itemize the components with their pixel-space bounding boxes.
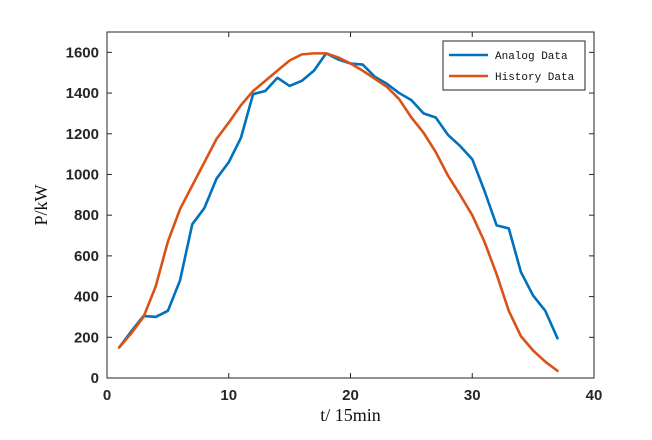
axis-layer (106, 31, 595, 379)
legend-box (442, 40, 586, 91)
x-tick-label-0: 0 (103, 387, 111, 404)
y-tick-label-200: 200 (74, 329, 99, 346)
legend-label-analog-data: Analog Data (495, 51, 568, 63)
x-axis-label: t/ 15min (320, 405, 381, 425)
y-tick-label-1400: 1400 (66, 85, 99, 102)
legend: Analog Data History Data (442, 40, 586, 91)
y-tick-label-1000: 1000 (66, 166, 99, 183)
y-tick-label-1200: 1200 (66, 126, 99, 143)
y-tick-label-0: 0 (91, 370, 99, 387)
legend-label-history-data: History Data (495, 72, 575, 84)
y-axis-label: P/kW (31, 184, 51, 225)
y-tick-label-800: 800 (74, 207, 99, 224)
y-tick-label-1600: 1600 (66, 44, 99, 61)
x-tick-label-40: 40 (586, 387, 603, 404)
x-tick-label-30: 30 (464, 387, 481, 404)
y-tick-label-400: 400 (74, 289, 99, 306)
y-tick-label-600: 600 (74, 248, 99, 265)
series-line-analog-data (117, 52, 559, 349)
x-tick-label-10: 10 (220, 387, 237, 404)
series-layer (117, 52, 559, 373)
series-line-history-data (117, 52, 559, 373)
x-tick-label-20: 20 (342, 387, 359, 404)
label-layer: 0 10 20 30 4002004006008001000120014001600t/… (31, 44, 602, 425)
